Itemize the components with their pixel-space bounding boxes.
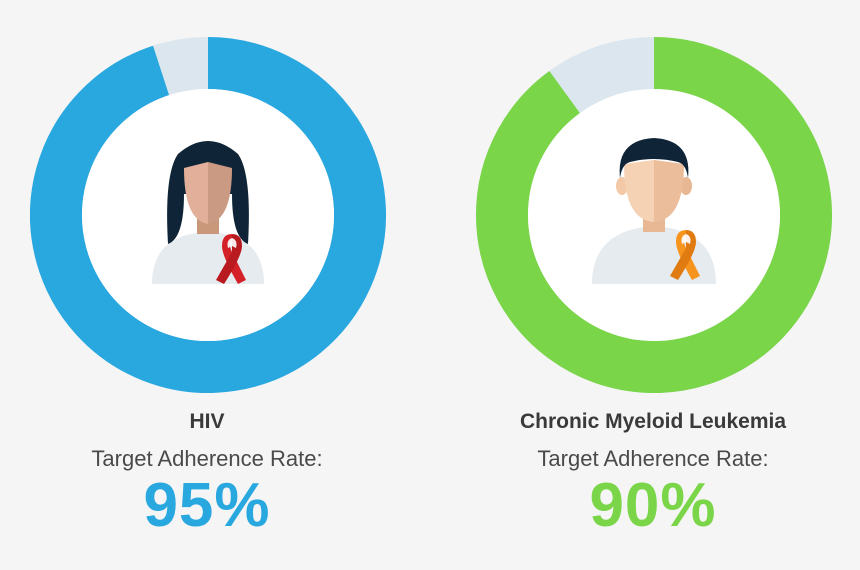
cml-value-arc bbox=[476, 37, 832, 393]
hiv-value-label: 95% bbox=[143, 471, 271, 540]
cml-title: Chronic Myeloid Leukemia bbox=[519, 410, 787, 433]
cml-subtitle: Target Adherence Rate: bbox=[537, 446, 769, 471]
cml-value-label: 90% bbox=[589, 471, 717, 540]
woman-with-red-ribbon-icon bbox=[152, 141, 264, 284]
hiv-value-arc bbox=[30, 37, 386, 393]
hiv-title: HIV bbox=[189, 410, 225, 433]
cml-panel: Chronic Myeloid Leukemia Target Adherenc… bbox=[430, 0, 860, 570]
hiv-panel: HIV Target Adherence Rate: 95% bbox=[30, 37, 386, 540]
man-with-orange-ribbon-icon bbox=[592, 138, 716, 284]
hiv-subtitle: Target Adherence Rate: bbox=[91, 446, 323, 471]
